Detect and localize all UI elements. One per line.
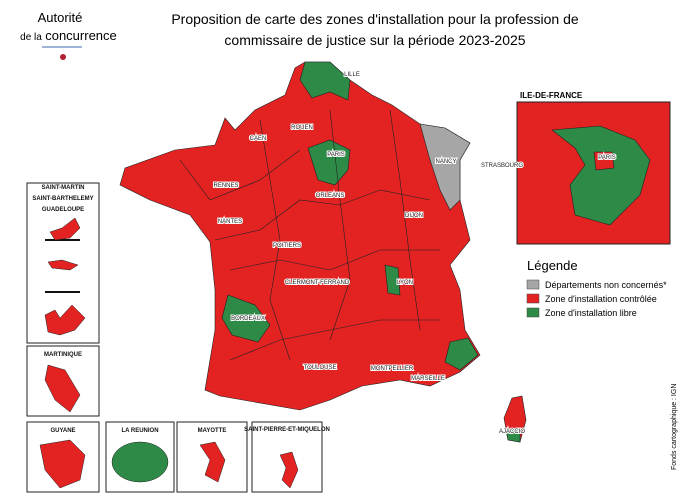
- city-label: TOULOUSE: [304, 365, 337, 371]
- logo-line: de la: [20, 32, 42, 43]
- city-label: ORLEANS: [316, 193, 345, 199]
- city-label: MARSEILLE: [411, 376, 445, 382]
- city-label: NANTES: [218, 219, 242, 225]
- overseas-label: LA REUNION: [121, 428, 158, 434]
- island: [199, 441, 226, 483]
- legend-label: Zone d'installation contrôlée: [545, 294, 657, 304]
- city-label: CLERMONT-FERRAND: [285, 280, 350, 286]
- overseas-label: GUYANE: [50, 428, 75, 434]
- legend-label: Départements non concernés*: [545, 280, 667, 290]
- legend-title: Légende: [527, 258, 578, 273]
- mainland-controlled: [119, 61, 481, 411]
- overseas-label: SAINT-BARTHELEMY: [32, 196, 93, 202]
- city-label: AJACCIO: [499, 429, 525, 435]
- title: commissaire de justice sur la période 20…: [224, 32, 525, 48]
- idf-paris: [593, 151, 615, 171]
- source: Fonds cartographique : IGN: [671, 384, 678, 470]
- logo-line: concurrence: [45, 28, 117, 43]
- legend-swatch: [526, 307, 540, 318]
- legend-swatch: [526, 293, 540, 304]
- corsica-free: [505, 427, 521, 443]
- island: [47, 259, 79, 271]
- city-label: BORDEAUX: [231, 316, 265, 322]
- legend: Départements non concernés* Zone d'instal…: [526, 279, 667, 318]
- island: [39, 439, 86, 489]
- city-label: POITIERS: [273, 243, 301, 249]
- city-label: CAEN: [250, 136, 267, 142]
- free-zone: [221, 294, 271, 343]
- island: [44, 304, 86, 336]
- idf-free: [551, 125, 651, 226]
- overseas-label: MAYOTTE: [198, 428, 227, 434]
- island: [44, 364, 81, 413]
- logo-dot: [60, 54, 66, 60]
- overseas-label: GUADELOUPE: [42, 207, 84, 213]
- legend-swatch: [526, 279, 540, 290]
- city-label: DIJON: [405, 213, 423, 219]
- free-zone: [384, 264, 401, 296]
- logo-line: Autorité: [38, 10, 83, 25]
- overseas-label: SAINT-PIERRE-ET-MIQUELON: [244, 427, 330, 433]
- title: Proposition de carte des zones d'install…: [171, 11, 579, 27]
- city-label: RENNES: [213, 183, 238, 189]
- city-label: MONTPELLIER: [371, 366, 414, 372]
- not-concerned: [419, 123, 471, 211]
- free-zone: [444, 337, 479, 371]
- island: [111, 441, 169, 483]
- free-zone: [307, 139, 351, 186]
- city-label: LYON: [397, 280, 413, 286]
- city-label: PARIS: [327, 152, 345, 158]
- city-labels: LILLE ROUEN CAEN PARIS RENNES ORLEANS NANTES NA…: [212, 71, 526, 436]
- overseas-frames: [26, 182, 323, 493]
- inset-title: ILE-DE-FRANCE: [520, 91, 583, 100]
- legend-label: Zone d'installation libre: [545, 308, 637, 318]
- island: [49, 217, 81, 241]
- city-label: LILLE: [344, 72, 360, 78]
- overseas-label: SAINT-MARTIN: [42, 185, 85, 191]
- city-label: STRASBOURG: [481, 163, 523, 169]
- city-label: ROUEN: [291, 125, 313, 131]
- free-zone: [299, 61, 351, 101]
- department-borders: [179, 109, 440, 361]
- city-label: PARIS: [598, 155, 616, 161]
- overseas-label: MARTINIQUE: [44, 352, 82, 358]
- island: [279, 451, 299, 489]
- city-label: NANCY: [435, 159, 456, 165]
